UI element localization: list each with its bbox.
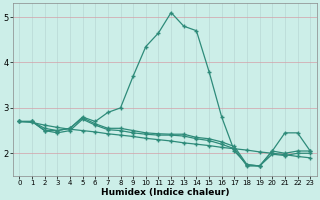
X-axis label: Humidex (Indice chaleur): Humidex (Indice chaleur) [100, 188, 229, 197]
